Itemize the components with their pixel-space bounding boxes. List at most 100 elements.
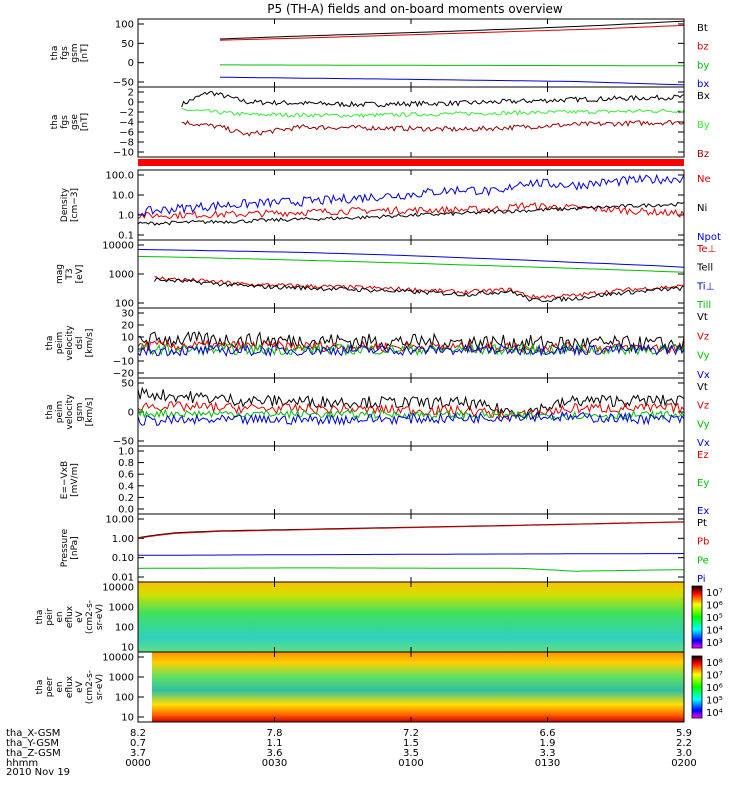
panel-peer_spec-ylabel-line: (cm2-s-: [85, 670, 95, 704]
panel-density-ylabel-line: Density: [60, 187, 70, 222]
panel-fgs_gsm-ylabel-line: tha: [50, 46, 60, 61]
panel-frame: [137, 86, 685, 158]
panel-peim_velocity-ytick: −10: [113, 357, 134, 368]
xaxis-row-value: 0100: [398, 758, 423, 769]
series-density-1: [137, 201, 685, 226]
panel-pressure-ytick: 1.00: [112, 534, 134, 545]
panel-peir_spec-ylabel-line: eV: [75, 610, 85, 623]
panel-peim_velocity_gsm-ylabel-line: tha: [45, 405, 55, 420]
legend-fgs_dsl: Bx: [697, 91, 710, 102]
panel-peim_velocity_gsm-ylabel-line: gsm: [75, 402, 85, 421]
colorbar-tick: 10⁷: [706, 671, 723, 682]
panel-peir_spec: tha peir en eflux eV (cm2-s-sr-eV) 10000 1000 10…: [35, 581, 723, 654]
panel-fgs_dsl-ytick: −10: [113, 148, 134, 159]
panel-peir_spec-ytick: 10000: [102, 583, 134, 594]
panel-fgs_dsl-ytick: −6: [119, 128, 134, 139]
date-label: 2010 Nov 19: [6, 767, 70, 778]
xaxis-row-value: 0.7: [130, 738, 146, 749]
panel-pressure-ylabel-line: [nPa]: [70, 536, 80, 559]
panel-peir_spec-ylabel-line: eflux: [65, 605, 75, 628]
panel-density-ytick: 10.0: [112, 191, 134, 202]
legend-pressure: Pe: [697, 555, 709, 566]
panel-pressure-ytick: 10.00: [105, 515, 134, 526]
legend-density: Ni: [697, 203, 707, 214]
series-peim_velocity-1: [137, 339, 685, 355]
panel-fgs_gsm-ylabel-line: fgs: [60, 46, 70, 60]
panel-frame: [137, 445, 685, 515]
xaxis-row-value: 0200: [671, 758, 696, 769]
xaxis-row-value: 7.2: [403, 728, 419, 739]
panel-peir_spec-ylabel-line: (cm2-s-: [85, 600, 95, 634]
xaxis-row-value: 0130: [535, 758, 560, 769]
panel-peim_velocity_gsm-ytick: 50: [121, 379, 134, 390]
xaxis-row-value: 3.7: [130, 748, 146, 759]
series-temperature-2: [154, 276, 685, 300]
series-fgs_gsm-3: [219, 76, 685, 86]
legend-fgs_gsm: bx: [697, 79, 709, 90]
colorbar-tick: 10⁶: [706, 601, 723, 612]
panel-peim_velocity-ylabel-line: peim: [55, 332, 65, 355]
xaxis-row-value: 0030: [262, 758, 287, 769]
series-pressure-2: [138, 553, 685, 556]
panel-peer_spec-ytick: 100: [115, 693, 134, 704]
panel-density-ytick: 100.0: [105, 171, 134, 182]
panel-fgs_gsm: tha fgs gsm [nT] 100 50 0 −50 Bt bz by bx: [50, 18, 709, 90]
panel-temperature-ytick: 10000: [102, 241, 134, 252]
panel-efield-ytick: 0.4: [118, 481, 134, 492]
panel-peer_spec-ylabel-line: eflux: [65, 675, 75, 698]
legend-peim_velocity_gsm: Vy: [697, 419, 710, 430]
xaxis-row-value: 3.0: [676, 748, 692, 759]
xaxis-row-label: tha_Z-GSM: [6, 748, 61, 759]
panel-frame: [137, 239, 685, 309]
panel-peer_spec-ytick: 1000: [109, 673, 134, 684]
panel-peim_velocity-ylabel-line: [km/s]: [85, 329, 95, 358]
panel-peer_spec-ytick: 10: [121, 713, 134, 724]
panel-fgs_dsl-ytick: −2: [119, 108, 134, 119]
panel-efield: E=−VxB [mV/m] 1.00.80.60.40.20.0 Ez Ey Ex: [60, 445, 709, 517]
series-fgs_gsm-0: [219, 20, 685, 40]
legend-density: Ne: [697, 174, 711, 185]
colorbar-tick: 10⁴: [706, 708, 723, 719]
series-fgs_dsl-0: [181, 90, 685, 108]
xaxis-row-label: hhmm: [6, 758, 38, 769]
panel-efield-ytick: 0.8: [118, 458, 134, 469]
series-peim_velocity_gsm-3: [137, 410, 685, 427]
panel-peer_spec-ylabel-line: en: [55, 681, 65, 692]
colorbar-peer_spec: [691, 655, 703, 719]
panel-peim_velocity-ylabel-line: dsl: [75, 337, 85, 350]
panel-fgs_dsl-ylabel-line: fgs: [60, 115, 70, 129]
panel-peim_velocity-ytick: 20: [121, 321, 134, 332]
colorbar-tick: 10⁶: [706, 683, 723, 694]
legend-peim_velocity: Vx: [697, 370, 710, 381]
xaxis-row-value: 7.8: [267, 728, 283, 739]
panel-peer_spec-ylabel-line: peer: [45, 676, 55, 697]
panel-fgs_dsl-ylabel-line: [nT]: [80, 113, 90, 131]
panel-efield-ytick: 0.6: [118, 470, 134, 481]
xaxis-row-value: 3.3: [540, 748, 556, 759]
xaxis-row-value: 1.9: [540, 738, 556, 749]
legend-efield: Ez: [697, 450, 709, 461]
panel-temperature-ylabel-line: mag: [55, 264, 65, 284]
colorbar-tick: 10⁴: [706, 626, 723, 637]
panel-temperature: mag T3 [eV] 10000 1000 100 Te⊥ Tell Ti⊥ Till: [55, 239, 716, 311]
legend-fgs_dsl: By: [697, 120, 710, 131]
series-fgs_dsl-2: [181, 120, 685, 137]
series-peim_velocity-3: [137, 343, 685, 358]
spectrogram-peir_spec: [138, 582, 684, 652]
panel-fgs_gsm-ytick: 0: [128, 58, 134, 69]
panel-peim_velocity-ylabel-line: velocity: [65, 325, 75, 361]
series-peim_velocity_gsm-2: [137, 407, 685, 421]
panel-peim_velocity_gsm: tha peim velocity gsm [km/s] 50 0 −50 Vt Vz Vy Vx: [45, 377, 710, 449]
panel-density-ytick: 1.0: [118, 211, 134, 222]
plot-title: P5 (TH-A) fields and on-board moments ov…: [267, 2, 563, 16]
colorbar-tick: 10⁷: [706, 588, 723, 599]
legend-peim_velocity_gsm: Vz: [697, 401, 709, 412]
series-peim_velocity-2: [137, 342, 685, 357]
panel-fgs_dsl-ytick: 2: [128, 88, 134, 99]
panel-fgs_gsm-ytick: −50: [113, 78, 134, 89]
xaxis-row-value: 3.6: [267, 748, 283, 759]
panel-pressure: Pressure [nPa] 10.00 1.00 0.10 0.01 Pt Pb Pe Pi: [60, 513, 709, 585]
panel-peim_velocity-ytick: 10: [121, 333, 134, 344]
series-density-2: [137, 173, 685, 218]
series-temperature-1: [137, 255, 685, 273]
